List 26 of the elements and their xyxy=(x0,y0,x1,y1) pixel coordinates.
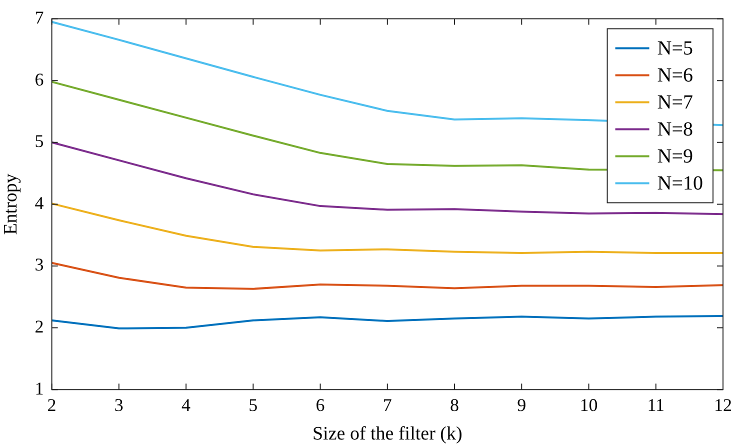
x-tick-label: 12 xyxy=(714,395,732,416)
legend-label: N=5 xyxy=(657,38,694,60)
x-tick-label: 10 xyxy=(580,395,598,416)
y-tick-label: 3 xyxy=(34,254,44,275)
x-tick-label: 7 xyxy=(382,395,392,416)
y-tick-label: 6 xyxy=(34,69,44,90)
y-axis-title: Entropy xyxy=(0,173,22,235)
y-tick-label: 7 xyxy=(34,8,44,28)
x-tick-label: 5 xyxy=(248,395,258,416)
legend-label: N=6 xyxy=(657,64,694,87)
legend-label: N=7 xyxy=(657,92,694,114)
legend-label: N=10 xyxy=(657,172,704,195)
x-tick-label: 9 xyxy=(517,395,526,416)
x-tick-label: 11 xyxy=(647,395,665,416)
x-tick-label: 8 xyxy=(450,395,460,416)
x-tick-label: 3 xyxy=(114,395,124,416)
y-tick-label: 5 xyxy=(34,131,44,152)
x-tick-label: 2 xyxy=(47,395,56,416)
y-tick-label: 4 xyxy=(34,192,44,213)
legend-label: N=8 xyxy=(657,118,694,141)
x-axis-title: Size of the filter (k) xyxy=(312,424,462,445)
x-tick-label: 4 xyxy=(182,395,191,416)
y-tick-label: 2 xyxy=(34,316,44,337)
legend-label: N=9 xyxy=(657,146,694,168)
y-tick-label: 1 xyxy=(34,378,44,398)
x-tick-label: 6 xyxy=(316,395,325,416)
